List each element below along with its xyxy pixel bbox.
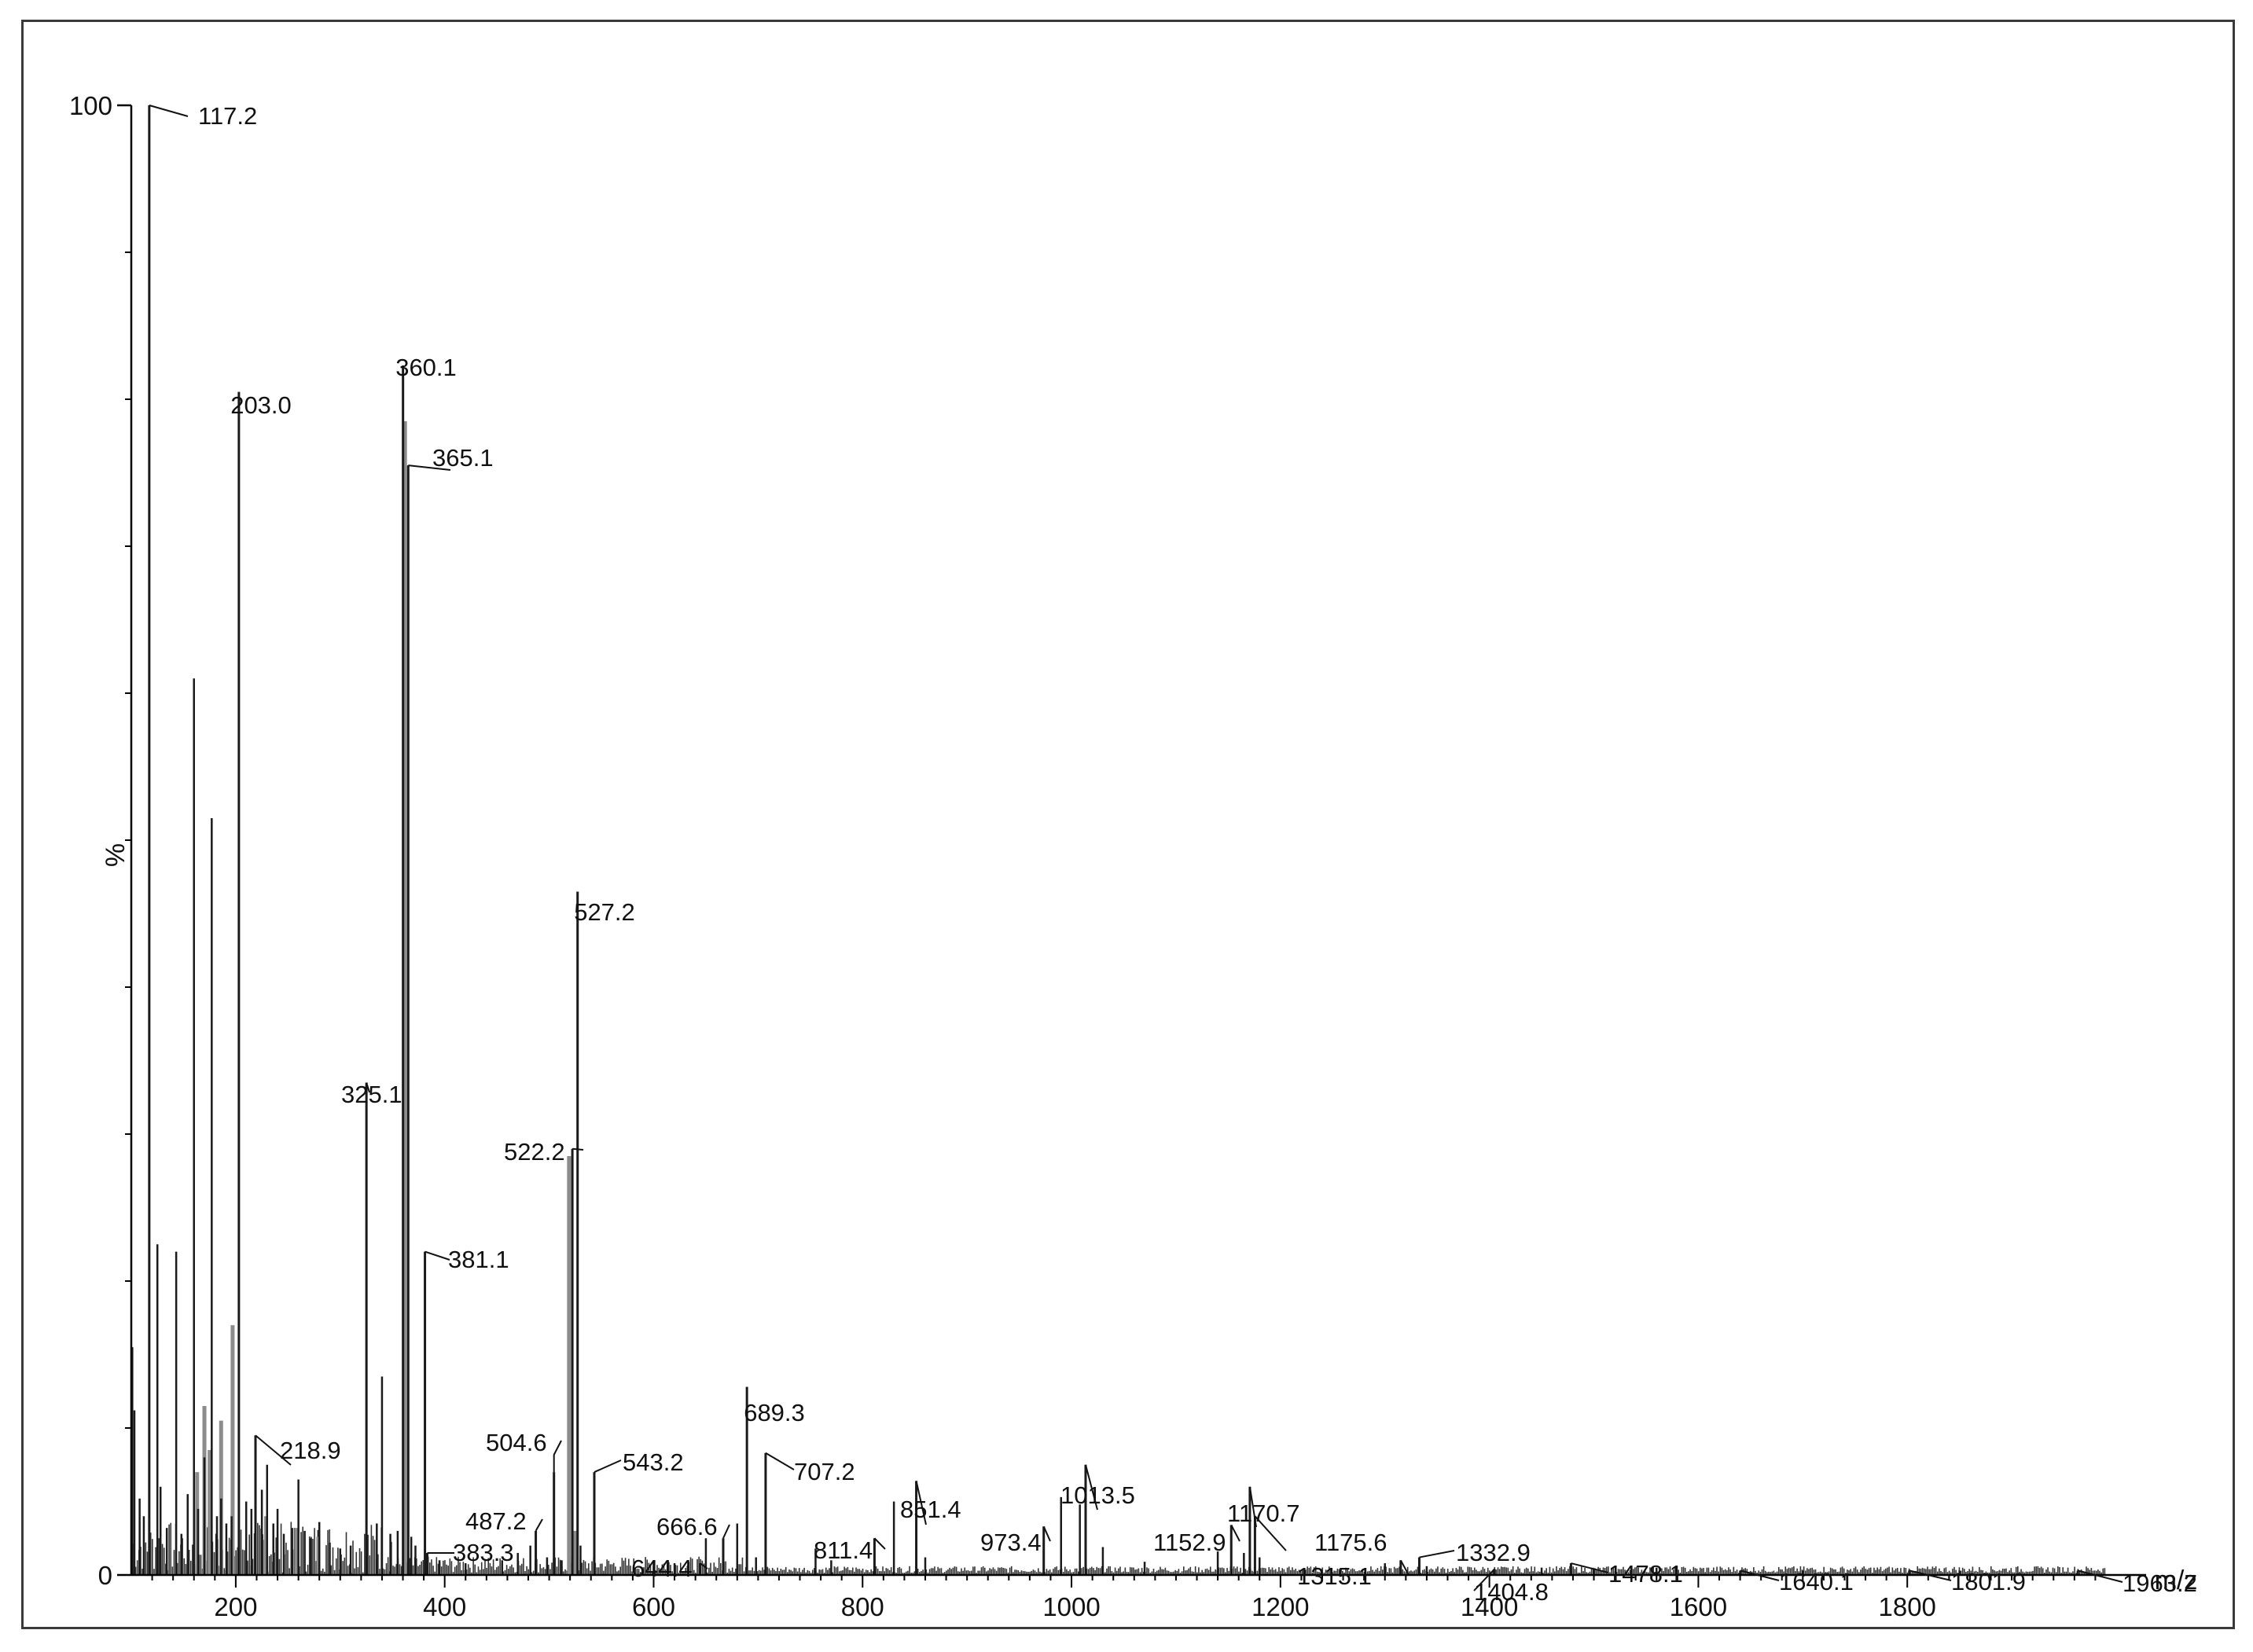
peak-label-360.1: 360.1 — [395, 354, 457, 381]
peak-label-504.6: 504.6 — [486, 1429, 547, 1456]
leader-line-1640.1 — [1740, 1569, 1780, 1581]
y-axis-label: % — [101, 843, 130, 867]
x-tick-label: 1600 — [1670, 1592, 1727, 1621]
peak-label-117.2: 117.2 — [198, 102, 257, 130]
peak-label-383.3: 383.3 — [453, 1539, 514, 1566]
peak-label-851.4: 851.4 — [900, 1496, 961, 1523]
x-tick-label: 200 — [214, 1592, 257, 1621]
peak-label-365.1: 365.1 — [432, 444, 494, 472]
peak-label-707.2: 707.2 — [794, 1458, 855, 1485]
peak-label-1801.9: 1801.9 — [1951, 1568, 2026, 1595]
peak-label-1170.7: 1170.7 — [1227, 1500, 1300, 1527]
peak-label-973.4: 973.4 — [980, 1529, 1042, 1556]
peak-label-811.4: 811.4 — [814, 1536, 873, 1564]
leader-line-1315.1 — [1399, 1559, 1410, 1576]
leader-line-381.1 — [425, 1250, 450, 1261]
peak-label-218.9: 218.9 — [280, 1437, 341, 1464]
peak-label-1404.8: 1404.8 — [1474, 1578, 1549, 1606]
x-tick-label: 800 — [841, 1592, 884, 1621]
leader-line-1404.8 — [1473, 1568, 1495, 1591]
leader-line-1478.1 — [1571, 1562, 1609, 1573]
leader-line-325.1 — [366, 1082, 370, 1093]
peak-label-487.2: 487.2 — [465, 1507, 527, 1535]
leader-line-487.2 — [535, 1518, 543, 1532]
leader-line-543.2 — [594, 1459, 622, 1474]
peak-label-527.2: 527.2 — [574, 898, 635, 926]
leader-line-504.6 — [553, 1440, 562, 1473]
peak-label-1013.5: 1013.5 — [1060, 1481, 1135, 1509]
leader-line-811.4 — [873, 1537, 886, 1550]
x-tick-label: 400 — [423, 1592, 466, 1621]
leader-line-1170.7 — [1248, 1486, 1257, 1528]
chart-frame: 0 100 200 400 600 800 1000 1200 1400 1600 1800 117… — [21, 20, 2235, 1629]
leader-line-1801.9 — [1909, 1569, 1952, 1581]
peak-label-1152.9: 1152.9 — [1153, 1529, 1226, 1556]
leader-line-973.4 — [1042, 1525, 1051, 1542]
leader-line-707.2 — [765, 1452, 795, 1470]
leader-line-1963.2 — [2077, 1569, 2123, 1583]
leader-line-1152.9 — [1230, 1524, 1240, 1542]
leader-line-218.9 — [255, 1434, 292, 1466]
x-tick-label: 600 — [632, 1592, 675, 1621]
peak-label-325.1: 325.1 — [341, 1081, 402, 1108]
ticks-layer: 0 100 200 400 600 800 1000 1200 1400 1600 1800 — [69, 91, 2097, 1621]
y-tick-label: 100 — [69, 91, 112, 120]
mass-spectrum-chart: 0 100 200 400 600 800 1000 1200 1400 1600 1800 117… — [69, 91, 2198, 1621]
peak-label-644.4: 644.4 — [631, 1555, 693, 1582]
peak-label-543.2: 543.2 — [623, 1448, 684, 1476]
peak-label-689.3: 689.3 — [744, 1399, 805, 1426]
leader-line-644.4 — [699, 1562, 708, 1569]
x-tick-label: 1200 — [1251, 1592, 1309, 1621]
x-tick-label: 1000 — [1042, 1592, 1100, 1621]
peak-label-1478.1: 1478.1 — [1608, 1560, 1683, 1588]
peak-label-1332.9: 1332.9 — [1456, 1539, 1531, 1566]
leader-line-666.6 — [722, 1524, 730, 1539]
peak-label-1640.1: 1640.1 — [1779, 1568, 1854, 1595]
y-tick-label: 0 — [98, 1561, 112, 1590]
leader-line-1013.5 — [1085, 1464, 1098, 1511]
leader-line-522.2 — [572, 1147, 584, 1151]
x-tick-label: 1400 — [1461, 1592, 1518, 1621]
peak-label-203.0: 203.0 — [230, 391, 292, 419]
peak-label-666.6: 666.6 — [656, 1513, 718, 1540]
peak-label-381.1: 381.1 — [448, 1246, 509, 1273]
peak-label-1175.6: 1175.6 — [1314, 1529, 1387, 1556]
peak-label-1315.1: 1315.1 — [1297, 1562, 1372, 1590]
axes-layer — [130, 105, 2146, 1577]
peak-label-1963.2: 1963.2 — [2123, 1569, 2197, 1597]
leader-line-1175.6 — [1254, 1515, 1287, 1551]
x-tick-label: 1800 — [1878, 1592, 1935, 1621]
x-axis-label: m/z — [2155, 1566, 2198, 1595]
leader-line-851.4 — [915, 1481, 927, 1525]
peaks-layer — [131, 105, 2106, 1575]
peak-label-522.2: 522.2 — [504, 1138, 565, 1166]
leader-line-117.2 — [149, 105, 189, 117]
leader-line-365.1 — [408, 464, 451, 471]
leader-line-1332.9 — [1419, 1550, 1455, 1558]
peak-labels-layer: 117.2 203.0 218.9 325.1 360.1 365.1 381.1 383.3… — [149, 102, 2197, 1606]
